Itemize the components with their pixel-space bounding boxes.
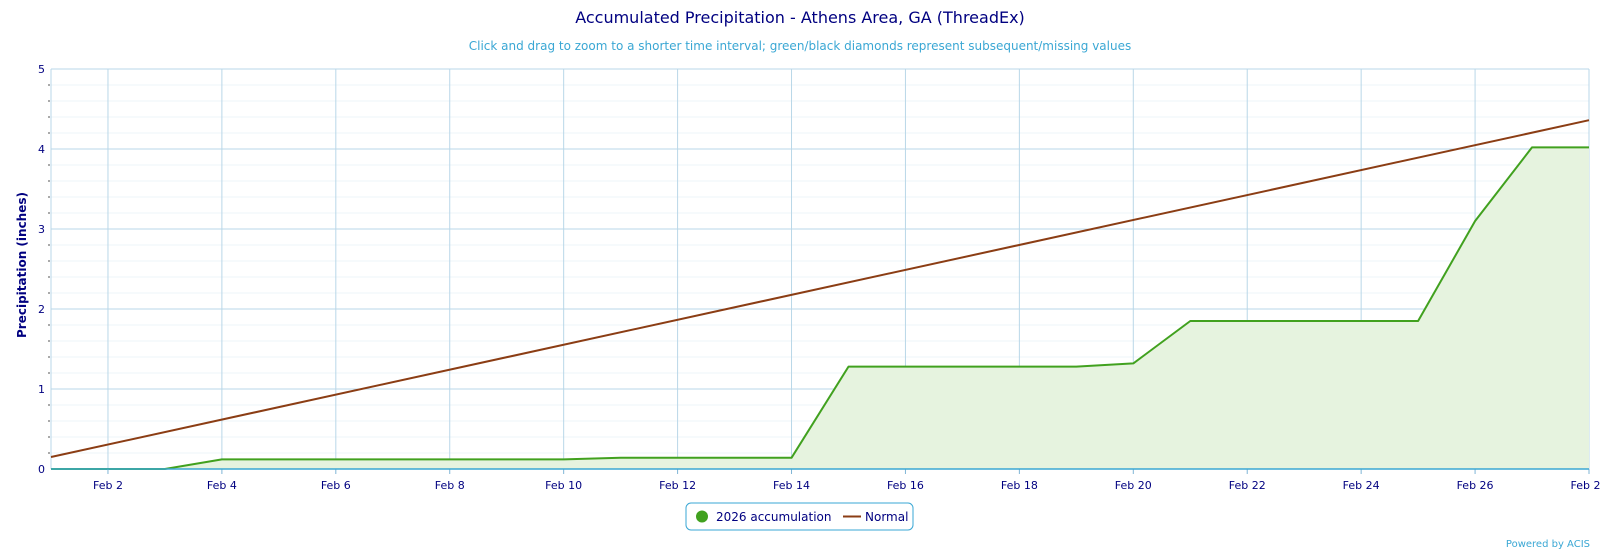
area-layer bbox=[51, 147, 1589, 469]
x-tick-label: Feb 26 bbox=[1457, 479, 1494, 492]
legend-dot-icon bbox=[696, 510, 708, 523]
legend-item-accumulation[interactable]: 2026 accumulation bbox=[696, 510, 831, 524]
x-tick-label: Feb 8 bbox=[435, 479, 465, 492]
area-fill-2026-accumulation bbox=[51, 147, 1589, 469]
y-tick-label: 0 bbox=[38, 463, 45, 476]
x-tick-label: Feb 18 bbox=[1001, 479, 1038, 492]
x-tick-label: Feb 14 bbox=[773, 479, 810, 492]
axes: 0 1 2 3 4 5 Feb 2 Feb 4 Feb 6 Feb 8 Feb 10 Feb 12 Fe… bbox=[38, 63, 1600, 492]
legend[interactable]: 2026 accumulation Normal bbox=[685, 502, 914, 531]
legend-label-normal: Normal bbox=[865, 510, 908, 524]
y-tick-label: 5 bbox=[38, 63, 45, 76]
legend-item-normal[interactable]: Normal bbox=[843, 510, 908, 524]
series-line-normal bbox=[50, 119, 1590, 458]
x-tick-label: Feb 2 bbox=[93, 479, 123, 492]
legend-label-accumulation: 2026 accumulation bbox=[716, 510, 831, 524]
y-tick-label: 2 bbox=[38, 303, 45, 316]
x-tick-label: Feb 20 bbox=[1115, 479, 1152, 492]
series-line-2026-accumulation bbox=[51, 146, 1589, 470]
y-tick-label: 4 bbox=[38, 143, 45, 156]
y-axis-label: Precipitation (inches) bbox=[15, 192, 29, 338]
series-lines bbox=[50, 119, 1590, 470]
x-tick-label: Feb 16 bbox=[887, 479, 924, 492]
chart-subtitle: Click and drag to zoom to a shorter time… bbox=[469, 39, 1131, 53]
legend-box bbox=[685, 502, 914, 531]
x-tick-label: Feb 4 bbox=[207, 479, 237, 492]
x-tick-label: Feb 12 bbox=[659, 479, 696, 492]
x-tick-label: Feb 6 bbox=[321, 479, 351, 492]
x-tick-label: Feb 10 bbox=[545, 479, 582, 492]
y-tick-label: 1 bbox=[38, 383, 45, 396]
credit-link[interactable]: Powered by ACIS bbox=[1506, 539, 1590, 550]
x-tick-label: Feb 24 bbox=[1343, 479, 1380, 492]
x-tick-label: Feb 28 bbox=[1571, 479, 1600, 492]
x-tick-label: Feb 22 bbox=[1229, 479, 1266, 492]
chart-title: Accumulated Precipitation - Athens Area,… bbox=[575, 8, 1025, 27]
y-tick-label: 3 bbox=[38, 223, 45, 236]
